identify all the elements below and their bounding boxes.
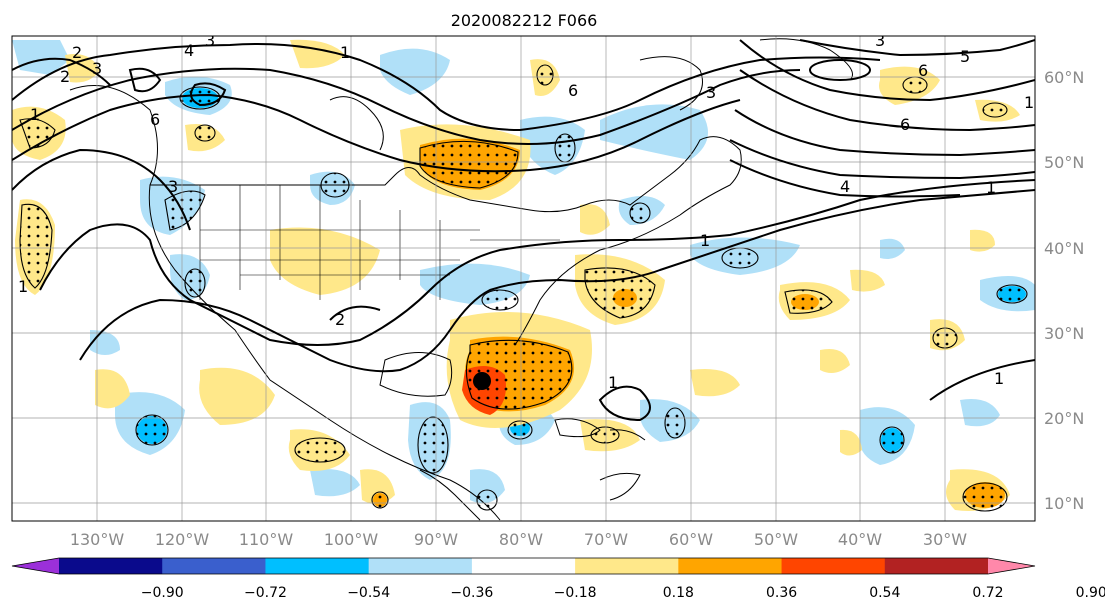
contour-label: 5 [960,47,970,66]
lat-tick: 50°N [1044,153,1084,172]
contour-label: 1 [30,105,40,124]
latitude-ticks: 60°N 50°N 40°N 30°N 20°N 10°N [1044,68,1084,513]
contour-label: 6 [568,81,578,100]
colorbar-cell [265,558,370,574]
colorbar-cell [162,558,266,574]
lon-tick: 110°W [239,530,294,549]
storm-center-dot [473,372,491,390]
colorbar-label: 0.90 [1076,585,1105,601]
colorbar-labels: −0.90 −0.72 −0.54 −0.36 −0.18 0.18 0.36 0.54 0.7… [141,585,1105,601]
map-area: 2 3 4 3 1 6 3 1 2 6 5 6 3 3 6 4 1 1 1 1 … [12,31,1035,521]
contour-label: 3 [92,59,102,78]
colorbar-label: 0.36 [766,585,797,601]
lat-tick: 20°N [1044,409,1084,428]
colorbar: −0.90 −0.72 −0.54 −0.36 −0.18 0.18 0.36 0.54 0.7… [11,557,1105,601]
colorbar-cells [59,558,989,574]
colorbar-cell [884,558,989,574]
colorbar-label: −0.90 [141,585,184,601]
lon-tick: 130°W [70,530,125,549]
colorbar-label: −0.54 [347,585,390,601]
state-borders [199,185,560,300]
lon-tick: 90°W [414,530,458,549]
contour-label: 6 [150,110,160,129]
lat-tick: 30°N [1044,324,1084,343]
lon-tick: 30°W [923,530,967,549]
colorbar-label: 0.54 [869,585,900,601]
contour-label: 3 [706,83,716,102]
colorbar-cell [59,558,163,574]
contour-label: 1 [18,277,28,296]
colorbar-label: −0.18 [554,585,597,601]
contour-label: 2 [60,67,70,86]
colorbar-label: 0.72 [972,585,1003,601]
lat-tick: 60°N [1044,68,1084,87]
lon-tick: 70°W [584,530,628,549]
colorbar-cell [368,558,473,574]
gridlines [12,36,1035,521]
contour-label: 1 [994,369,1004,388]
contour-label: 3 [205,31,215,50]
lon-tick: 80°W [499,530,543,549]
lon-tick: 50°W [754,530,798,549]
colorbar-label: −0.36 [450,585,493,601]
lon-tick: 40°W [838,530,882,549]
contour-label: 4 [184,41,194,60]
coastlines [69,38,853,521]
lat-tick: 10°N [1044,494,1084,513]
contour-label: 1 [340,43,350,62]
lon-tick: 120°W [155,530,210,549]
colorbar-label: −0.72 [244,585,287,601]
contour-label: 1 [700,231,710,250]
contour-label: 6 [918,61,928,80]
contour-label: 1 [986,178,996,197]
colorbar-extend-low [12,558,59,574]
contour-lines [12,39,1035,422]
contour-label: 3 [875,31,885,50]
contour-label: 1 [608,373,618,392]
contour-label: 3 [168,177,178,196]
colorbar-extend-high [988,558,1035,574]
contour-label-group: 2 3 4 3 1 6 3 1 2 6 5 6 3 3 6 4 1 1 1 1 … [18,31,1034,392]
colorbar-label: 0.18 [663,585,694,601]
lon-tick: 100°W [324,530,379,549]
contour-label: 2 [335,310,345,329]
colorbar-cell [678,558,783,574]
colorbar-cell [781,558,886,574]
colorbar-cell [471,558,576,574]
longitude-ticks: 130°W 120°W 110°W 100°W 90°W 80°W 70°W 6… [70,530,967,549]
contour-label: 4 [840,177,850,196]
contour-label: 2 [72,43,82,62]
contour-label: 6 [900,115,910,134]
lon-tick: 60°W [669,530,713,549]
colorbar-cell [575,558,679,574]
lat-tick: 40°N [1044,239,1084,258]
contour-label: 1 [1024,93,1034,112]
map-title: 2020082212 F066 [451,11,598,30]
map-frame [11,35,1036,522]
